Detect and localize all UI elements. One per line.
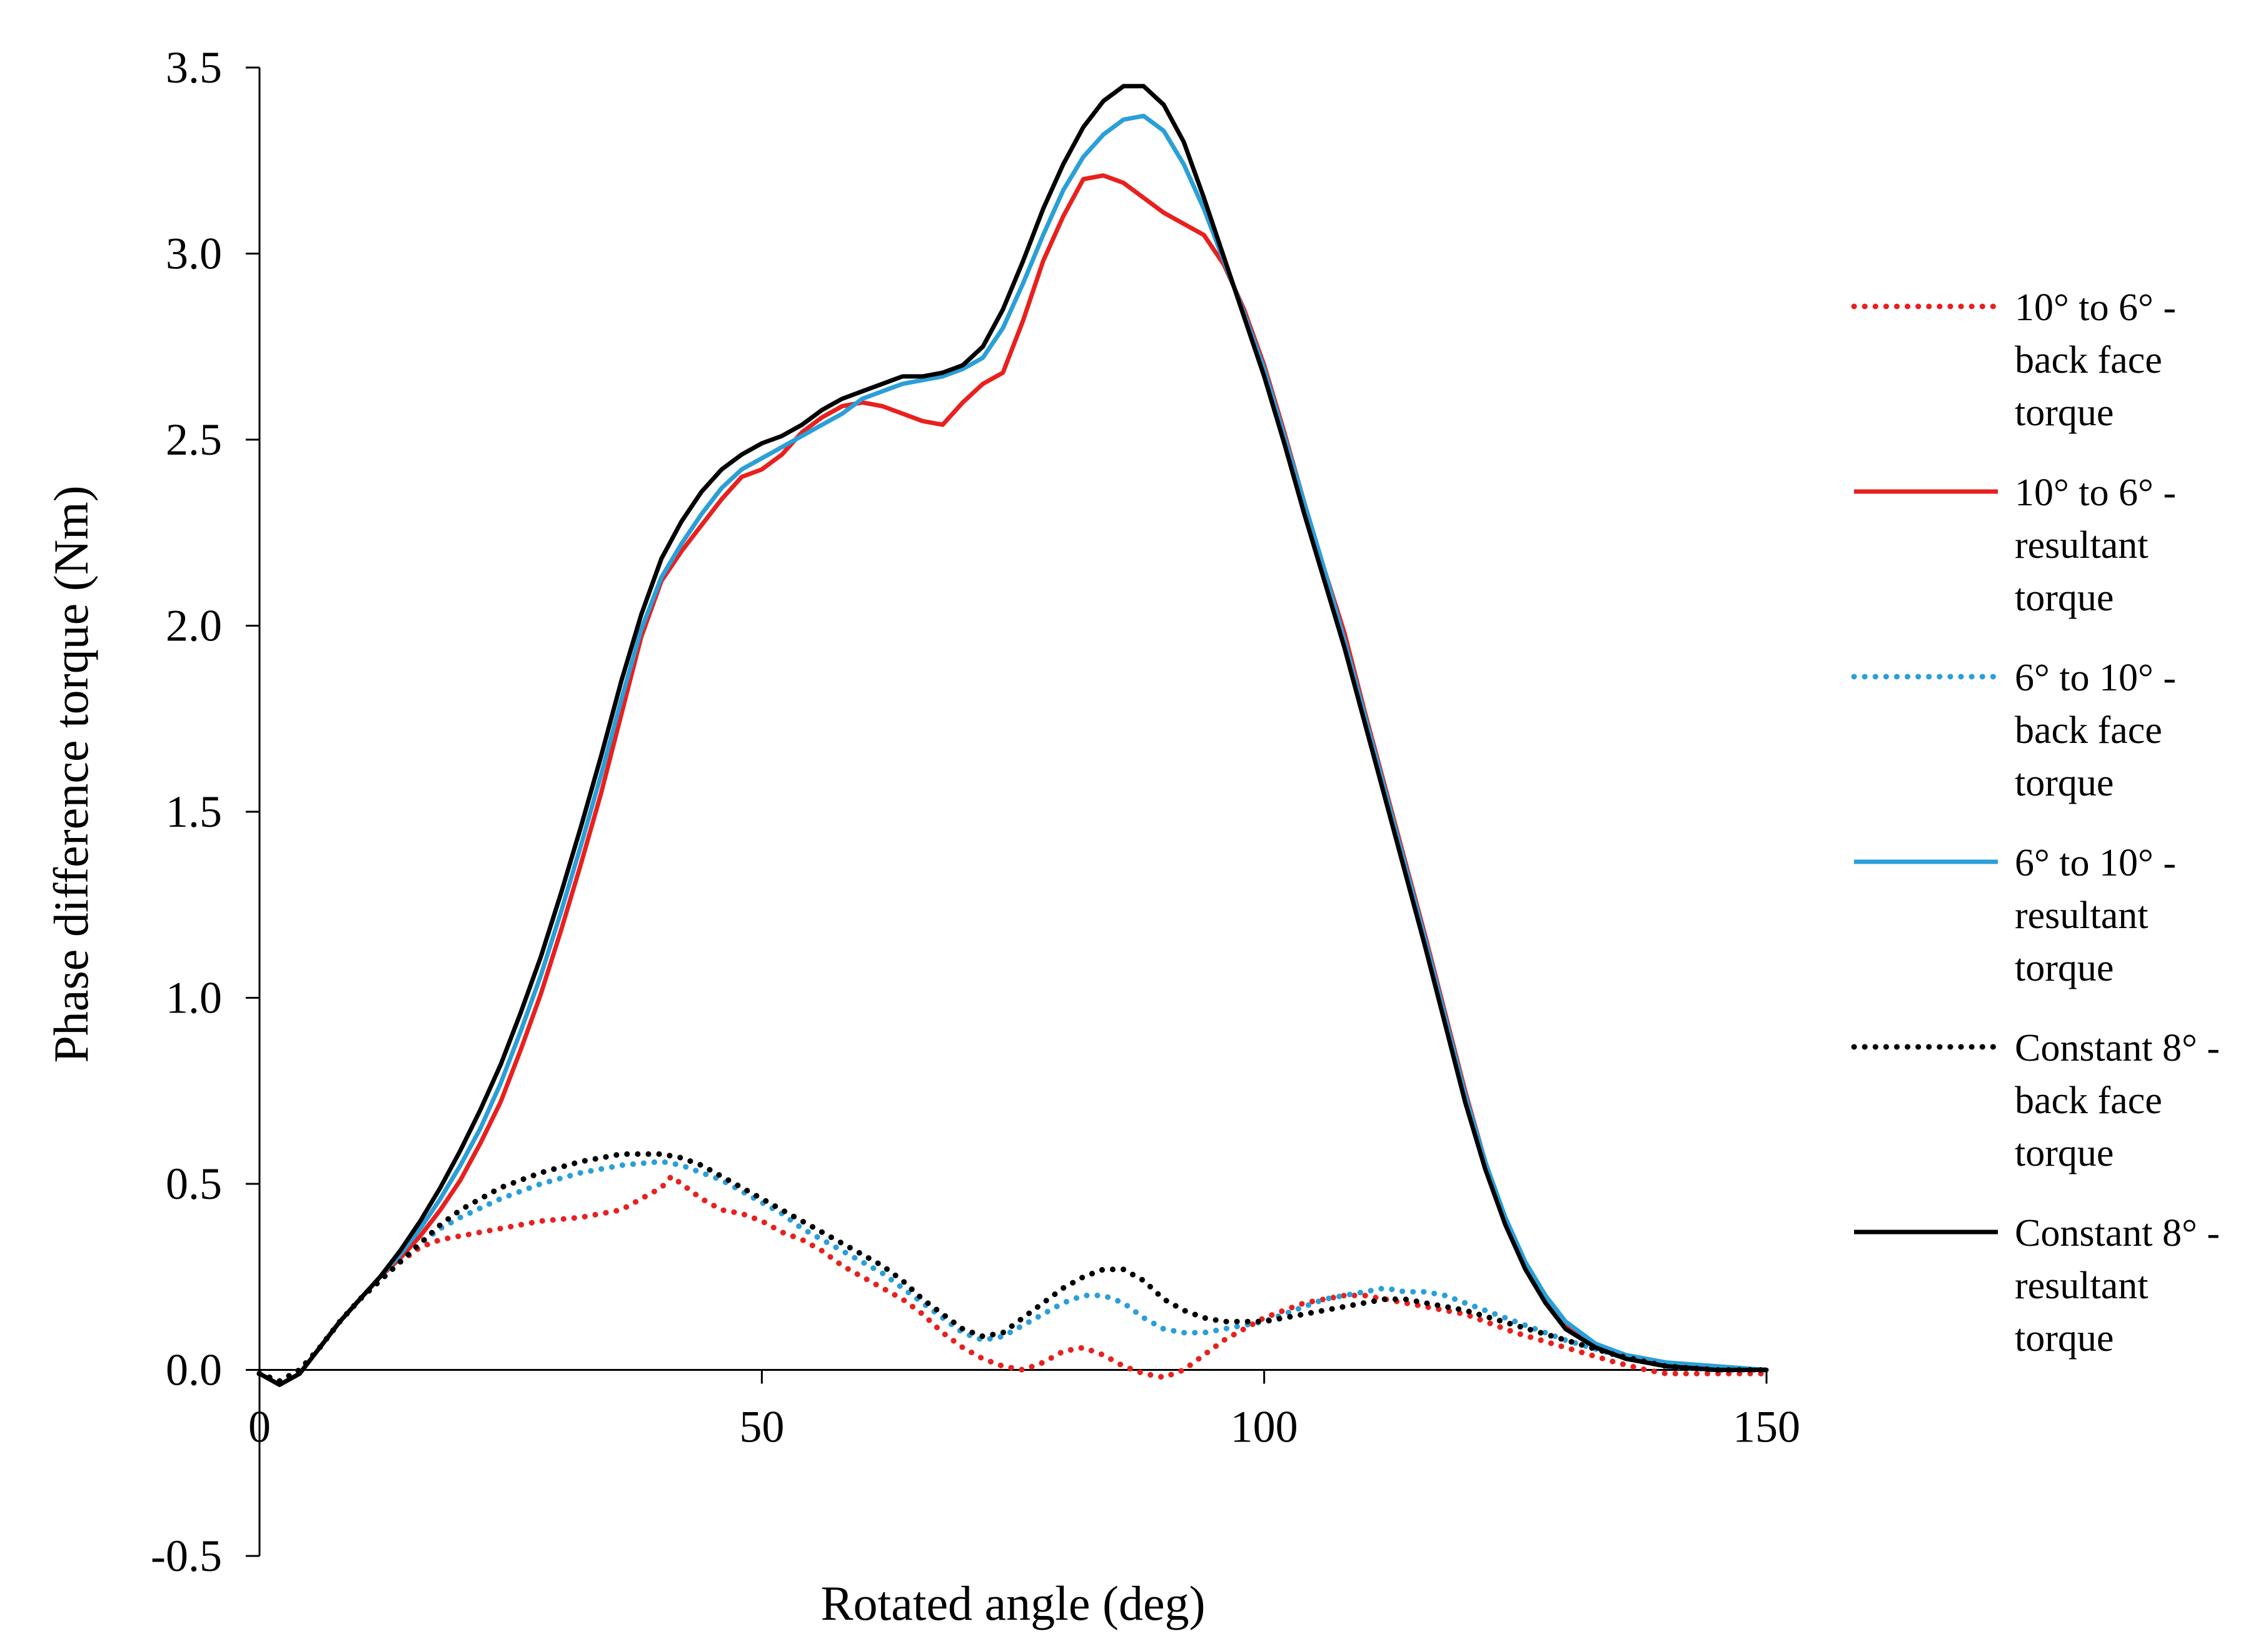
legend-label: torque bbox=[2015, 1132, 2114, 1174]
x-tick-label: 100 bbox=[1231, 1402, 1298, 1452]
x-tick-label: 0 bbox=[248, 1402, 271, 1452]
legend: 10° to 6° - back face torque 10° to 6° - res… bbox=[1851, 286, 2220, 1360]
legend-label: 10° to 6° - bbox=[2015, 286, 2176, 329]
legend-label: resultant bbox=[2015, 894, 2149, 937]
legend-label: back face bbox=[2015, 1079, 2162, 1122]
axes: -0.5 0.0 0.5 1.0 1.5 2.0 2.5 3.0 3.5 0 50 100 150 R… bbox=[44, 43, 1800, 1630]
y-tick-label: 1.0 bbox=[166, 973, 222, 1023]
legend-label: torque bbox=[2015, 947, 2114, 989]
series-line-3 bbox=[256, 1158, 1770, 1384]
legend-label: Constant 8° - bbox=[2015, 1027, 2220, 1069]
legend-label: 6° to 10° - bbox=[2015, 657, 2176, 699]
x-tick-label: 150 bbox=[1733, 1402, 1800, 1452]
y-tick-label: 0.5 bbox=[166, 1159, 222, 1209]
y-tick-label: 2.0 bbox=[166, 601, 222, 651]
y-tick-label: 3.0 bbox=[166, 229, 222, 279]
legend-label: torque bbox=[2015, 1317, 2114, 1360]
legend-label: back face bbox=[2015, 709, 2162, 752]
x-tick-label: 50 bbox=[739, 1402, 784, 1452]
y-tick-label: 2.5 bbox=[166, 415, 222, 465]
legend-label: torque bbox=[2015, 391, 2114, 434]
x-ticks: 0 50 100 150 bbox=[248, 1370, 1800, 1452]
y-tick-label: -0.5 bbox=[151, 1531, 222, 1581]
legend-label: torque bbox=[2015, 762, 2114, 804]
y-tick-label: 0.0 bbox=[166, 1345, 222, 1395]
y-axis-title: Phase difference torque (Nm) bbox=[44, 485, 98, 1063]
legend-entry-5: Constant 8° - back face torque bbox=[1851, 1027, 2220, 1174]
series-lines bbox=[256, 84, 1770, 1387]
series-line-6 bbox=[257, 84, 1769, 1387]
x-axis-title: Rotated angle (deg) bbox=[820, 1576, 1205, 1630]
legend-label: back face bbox=[2015, 339, 2162, 381]
legend-label: resultant bbox=[2015, 1265, 2149, 1307]
legend-entry-4: 6° to 10° - resultant torque bbox=[1854, 842, 2176, 989]
legend-entry-1: 10° to 6° - back face torque bbox=[1851, 286, 2176, 434]
series-line-1 bbox=[256, 1173, 1770, 1384]
legend-label: 10° to 6° - bbox=[2015, 472, 2176, 514]
series-line-5 bbox=[256, 1151, 1770, 1384]
legend-entry-2: 10° to 6° - resultant torque bbox=[1854, 472, 2176, 619]
legend-label: resultant bbox=[2015, 524, 2149, 567]
legend-label: 6° to 10° - bbox=[2015, 842, 2176, 884]
legend-entry-3: 6° to 10° - back face torque bbox=[1851, 657, 2176, 804]
y-ticks: -0.5 0.0 0.5 1.0 1.5 2.0 2.5 3.0 3.5 bbox=[151, 43, 260, 1581]
legend-label: torque bbox=[2015, 577, 2114, 619]
y-tick-label: 1.5 bbox=[166, 787, 222, 837]
y-tick-label: 3.5 bbox=[166, 43, 222, 93]
legend-label: Constant 8° - bbox=[2015, 1212, 2220, 1255]
series-line-2 bbox=[257, 173, 1769, 1387]
legend-entry-6: Constant 8° - resultant torque bbox=[1854, 1212, 2220, 1360]
